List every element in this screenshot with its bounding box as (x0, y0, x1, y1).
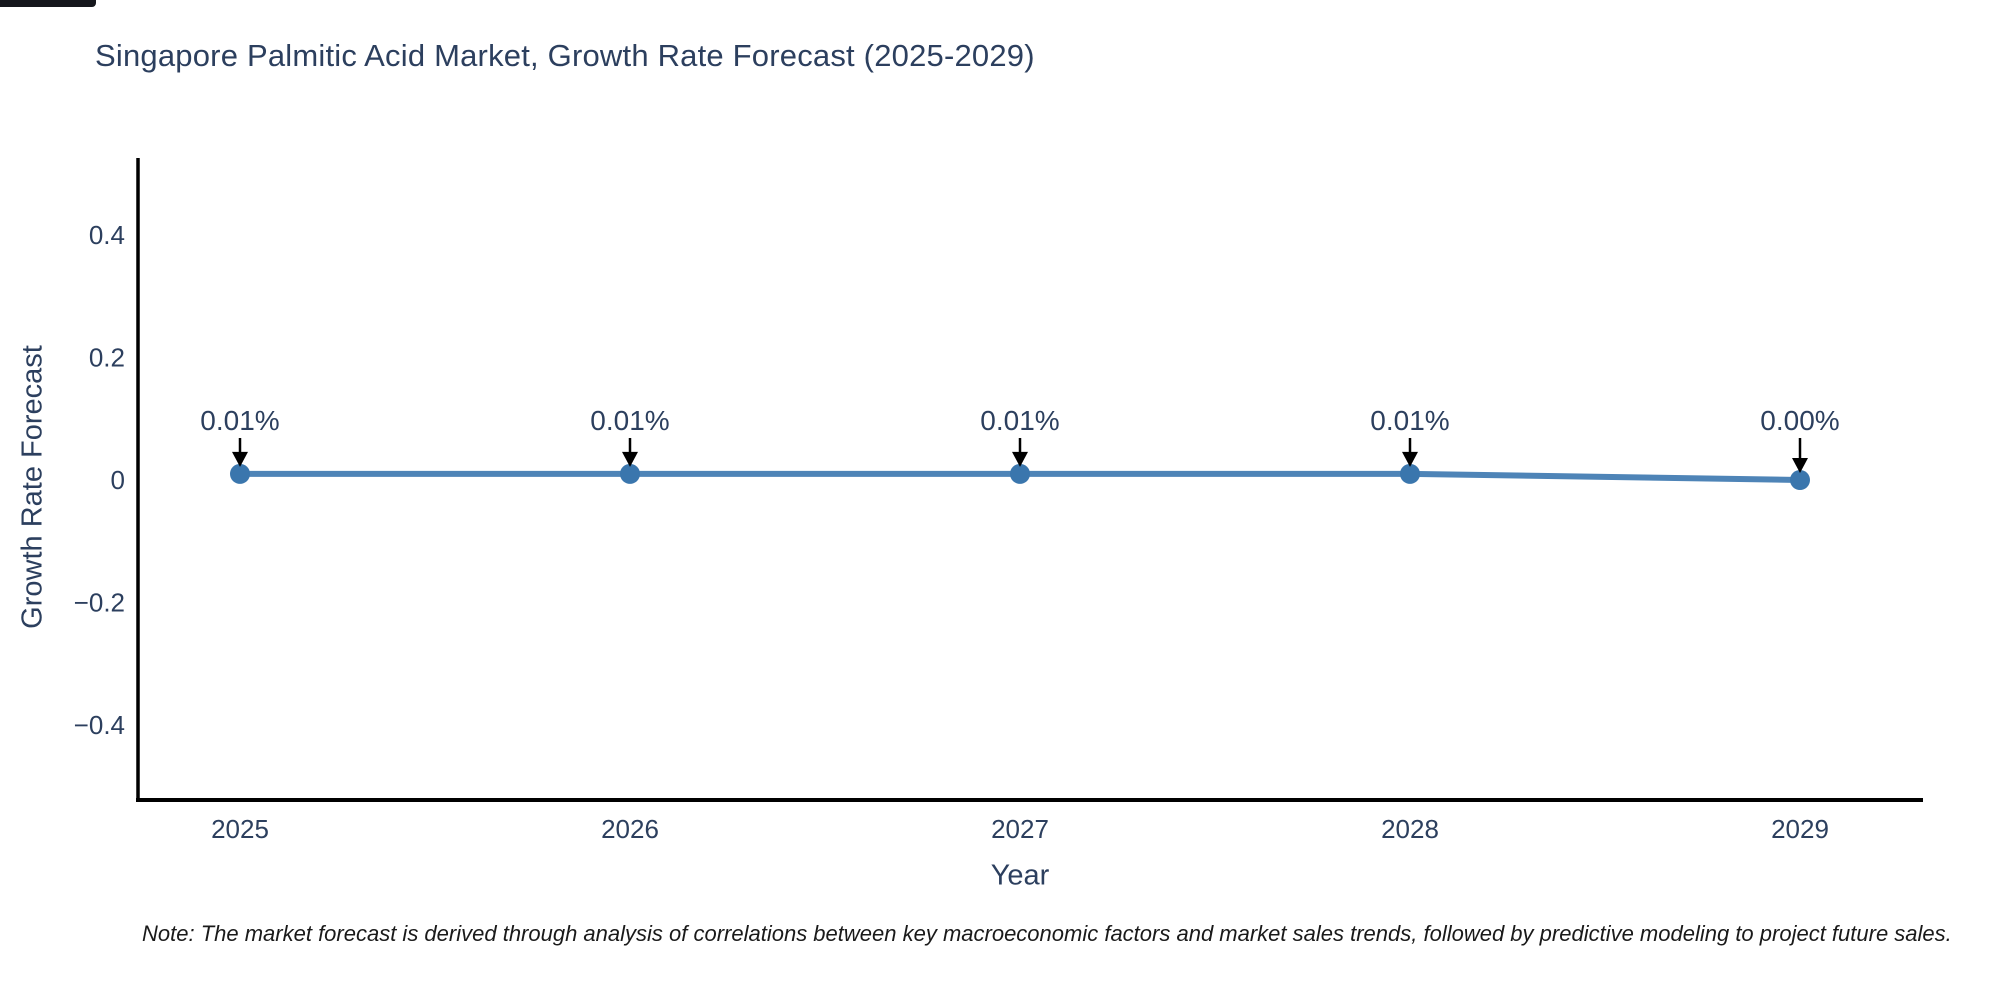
window-edge-artifact (0, 0, 96, 7)
x-tick-label: 2026 (601, 814, 659, 844)
data-point-marker (1790, 470, 1810, 490)
x-tick-label: 2025 (211, 814, 269, 844)
x-tick-label: 2029 (1771, 814, 1829, 844)
data-point-label: 0.01% (980, 405, 1059, 436)
footnote: Note: The market forecast is derived thr… (142, 921, 1952, 946)
y-tick-label: 0.4 (89, 220, 125, 250)
x-axis-title: Year (990, 859, 1050, 892)
data-point-label: 0.01% (200, 405, 279, 436)
data-point-marker (1010, 463, 1030, 484)
x-tick-label: 2027 (991, 814, 1049, 844)
data-point-marker (230, 463, 250, 484)
chart-title: Singapore Palmitic Acid Market, Growth R… (95, 38, 1035, 73)
annotation-arrow-head (232, 451, 248, 467)
data-point-label: 0.01% (590, 405, 669, 436)
y-tick-label: −0.2 (74, 588, 125, 618)
x-tick-label: 2028 (1381, 814, 1439, 844)
data-point-marker (620, 463, 640, 484)
y-axis-title: Growth Rate Forecast (16, 345, 49, 629)
y-tick-label: −0.4 (74, 710, 125, 740)
data-point-marker (1400, 463, 1420, 484)
annotation-arrow-head (1792, 458, 1808, 473)
annotation-arrow-head (622, 451, 638, 467)
data-point-label: 0.01% (1370, 405, 1449, 436)
data-point-label: 0.00% (1760, 405, 1839, 436)
y-tick-label: 0 (111, 465, 125, 495)
annotation-arrow-head (1402, 451, 1418, 467)
y-tick-label: 0.2 (89, 343, 125, 373)
annotation-arrow-head (1012, 451, 1028, 467)
